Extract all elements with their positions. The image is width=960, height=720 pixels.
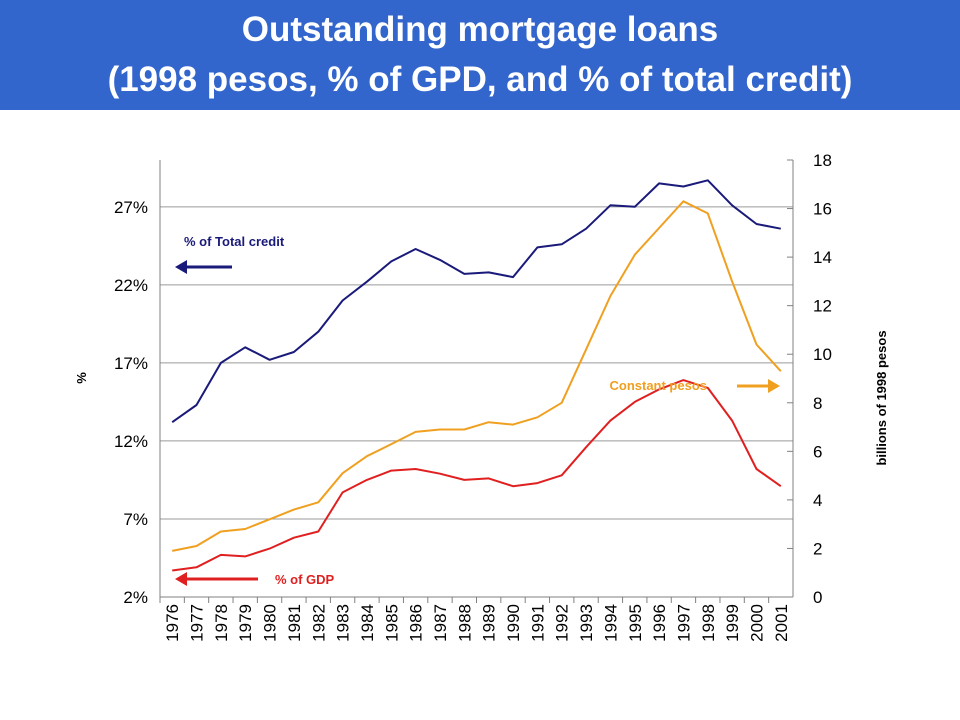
- arrow-left-icon: [175, 260, 187, 274]
- x-tick-label: 2000: [747, 604, 766, 642]
- x-tick-label: 1984: [358, 604, 377, 642]
- x-tick-label: 1988: [455, 604, 474, 642]
- y-left-tick-label: 12%: [114, 432, 148, 451]
- x-tick-label: 1992: [553, 604, 572, 642]
- x-tick-label: 1999: [723, 604, 742, 642]
- y-left-tick-label: 17%: [114, 354, 148, 373]
- x-tick-label: 1983: [334, 604, 353, 642]
- chart-title-line-2: (1998 pesos, % of GPD, and % of total cr…: [107, 60, 853, 99]
- y-left-tick-label: 27%: [114, 198, 148, 217]
- x-tick-label: 1982: [309, 604, 328, 642]
- y-right-axis-title: billions of 1998 pesos: [874, 330, 889, 465]
- x-tick-label: 1979: [236, 604, 255, 642]
- x-tick-label: 1985: [382, 604, 401, 642]
- x-tick-label: 2001: [772, 604, 791, 642]
- x-tick-label: 1990: [504, 604, 523, 642]
- x-tick-label: 1986: [407, 604, 426, 642]
- x-tick-label: 1977: [188, 604, 207, 642]
- series-line-constant-pesos: [172, 200, 782, 552]
- x-tick-label: 1978: [212, 604, 231, 642]
- title-bar: Outstanding mortgage loans (1998 pesos, …: [0, 0, 960, 110]
- x-tick-label: 1996: [650, 604, 669, 642]
- y-right-tick-label: 12: [813, 297, 832, 316]
- x-tick-label: 1981: [285, 604, 304, 642]
- y-right-tick-label: 16: [813, 200, 832, 219]
- x-tick-label: 1989: [480, 604, 499, 642]
- arrow-right-icon: [768, 379, 780, 393]
- x-tick-label: 1980: [261, 604, 280, 642]
- x-tick-label: 1998: [699, 604, 718, 642]
- y-right-tick-label: 18: [813, 151, 832, 170]
- y-right-tick-label: 0: [813, 588, 822, 607]
- x-tick-label: 1991: [528, 604, 547, 642]
- y-right-tick-label: 2: [813, 539, 822, 558]
- y-left-tick-label: 2%: [123, 588, 148, 607]
- x-tick-label: 1997: [674, 604, 693, 642]
- x-tick-label: 1993: [577, 604, 596, 642]
- series-line-of-gdp: [172, 379, 782, 572]
- x-tick-label: 1994: [601, 604, 620, 642]
- y-right-tick-label: 10: [813, 345, 832, 364]
- annotation-label: Constant pesos: [609, 378, 707, 393]
- y-right-tick-label: 14: [813, 248, 832, 267]
- x-tick-label: 1987: [431, 604, 450, 642]
- y-left-tick-label: 7%: [123, 510, 148, 529]
- y-right-tick-label: 4: [813, 491, 822, 510]
- y-right-tick-label: 6: [813, 442, 822, 461]
- annotation-label: % of GDP: [275, 572, 335, 587]
- x-tick-label: 1995: [626, 604, 645, 642]
- series-line-of-total-credit: [171, 179, 781, 424]
- chart-title-line-1: Outstanding mortgage loans: [241, 10, 719, 49]
- y-right-tick-label: 8: [813, 394, 822, 413]
- annotation-label: % of Total credit: [184, 234, 285, 249]
- y-left-axis-title: %: [74, 372, 89, 384]
- arrow-left-icon: [175, 572, 187, 586]
- y-left-tick-label: 22%: [114, 276, 148, 295]
- x-tick-label: 1976: [163, 604, 182, 642]
